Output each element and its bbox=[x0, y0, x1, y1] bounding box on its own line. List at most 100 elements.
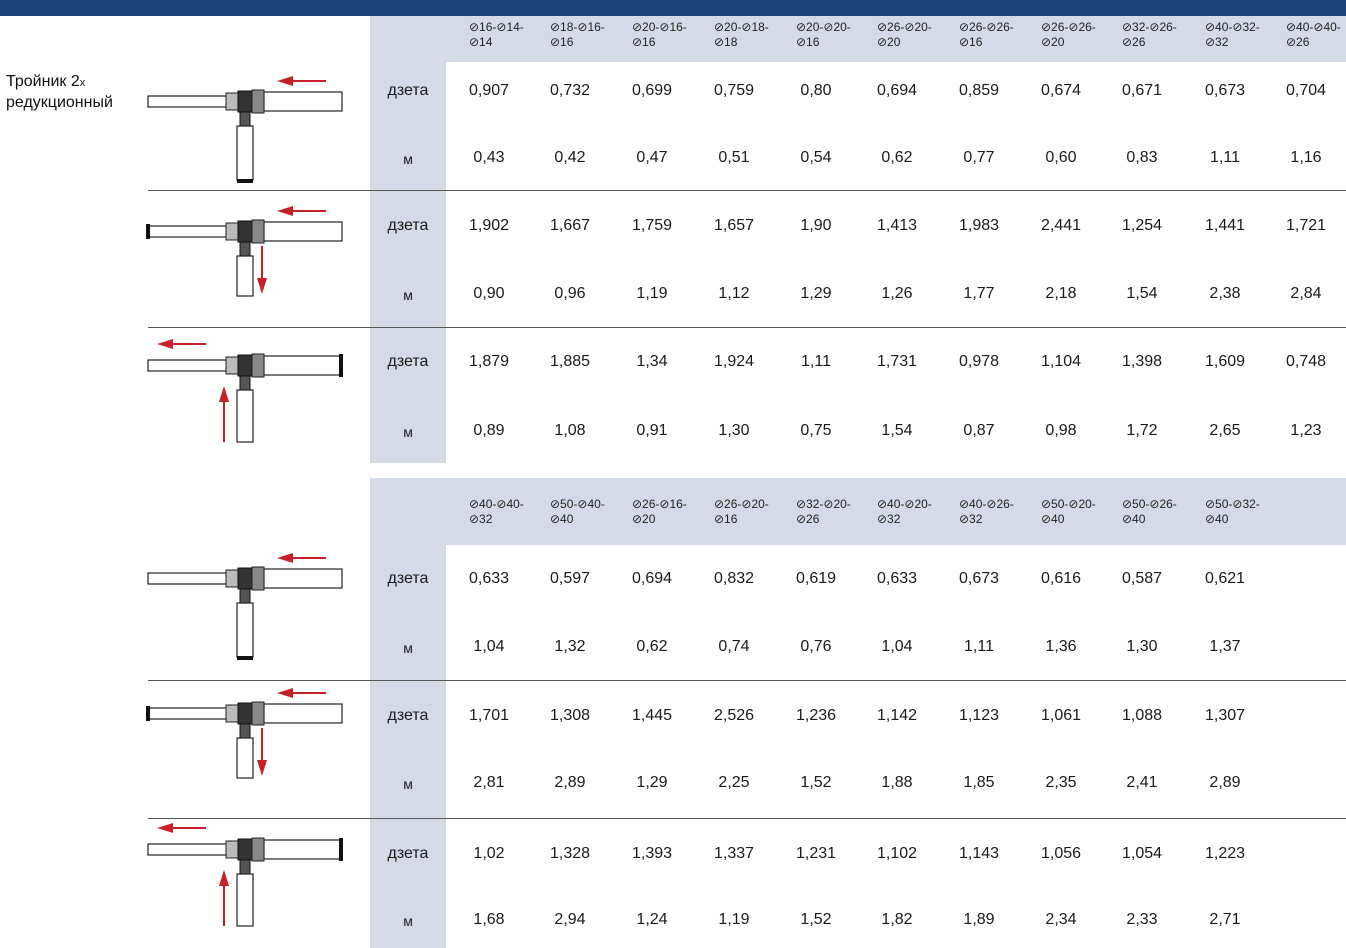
zeta-value: 1,924 bbox=[713, 353, 755, 370]
column-header: ⊘50-⊘40- ⊘40 bbox=[550, 497, 605, 526]
m-value: 1,11 bbox=[964, 638, 994, 655]
zeta-value: 0,694 bbox=[631, 570, 673, 587]
zeta-value: 1,223 bbox=[1204, 845, 1246, 862]
zeta-value: 1,667 bbox=[549, 217, 591, 234]
zeta-value: 1,102 bbox=[876, 845, 918, 862]
m-value: 0,83 bbox=[1126, 149, 1158, 166]
m-value: 0,87 bbox=[963, 422, 995, 439]
m-value: 1,23 bbox=[1290, 422, 1322, 439]
m-value: 2,41 bbox=[1126, 774, 1158, 791]
m-value: 1,85 bbox=[963, 774, 995, 791]
zeta-value: 0,616 bbox=[1040, 570, 1082, 587]
column-header: ⊘18-⊘16- ⊘16 bbox=[550, 20, 605, 49]
m-value: 1,11 bbox=[1210, 149, 1240, 166]
column-header: ⊘26-⊘20- ⊘16 bbox=[714, 497, 769, 526]
m-label: м bbox=[403, 913, 413, 929]
column-header: ⊘40-⊘40- ⊘26 bbox=[1286, 20, 1341, 49]
zeta-value: 1,902 bbox=[468, 217, 510, 234]
top-header-bar bbox=[0, 0, 1346, 16]
m-label: м bbox=[403, 776, 413, 792]
m-value: 1,04 bbox=[473, 638, 505, 655]
column-header: ⊘40-⊘32- ⊘32 bbox=[1205, 20, 1260, 49]
column-header: ⊘40-⊘40- ⊘32 bbox=[469, 497, 524, 526]
zeta-value: 0,673 bbox=[958, 570, 1000, 587]
zeta-value: 1,307 bbox=[1204, 707, 1246, 724]
m-value: 2,34 bbox=[1045, 911, 1077, 928]
m-value: 0,98 bbox=[1045, 422, 1077, 439]
m-value: 0,76 bbox=[800, 638, 832, 655]
row-divider bbox=[148, 190, 1346, 191]
column-header: ⊘20-⊘16- ⊘16 bbox=[632, 20, 687, 49]
m-value: 1,52 bbox=[800, 911, 832, 928]
m-value: 0,43 bbox=[473, 149, 505, 166]
m-value: 1,26 bbox=[881, 285, 913, 302]
m-value: 1,29 bbox=[636, 774, 668, 791]
m-value: 1,72 bbox=[1126, 422, 1158, 439]
zeta-value: 0,80 bbox=[800, 82, 832, 99]
m-value: 1,88 bbox=[881, 774, 913, 791]
zeta-value: 1,731 bbox=[876, 353, 918, 370]
zeta-value: 0,759 bbox=[713, 82, 755, 99]
zeta-label: дзета bbox=[387, 707, 429, 724]
m-value: 0,62 bbox=[636, 638, 668, 655]
zeta-value: 1,11 bbox=[801, 353, 831, 370]
zeta-value: 1,398 bbox=[1121, 353, 1163, 370]
zeta-value: 0,633 bbox=[468, 570, 510, 587]
fitting-title-suffix: x bbox=[79, 77, 86, 89]
m-value: 2,89 bbox=[1209, 774, 1241, 791]
fitting-title-line2: редукционный bbox=[6, 94, 113, 111]
zeta-value: 0,859 bbox=[958, 82, 1000, 99]
zeta-value: 0,619 bbox=[795, 570, 837, 587]
zeta-value: 0,633 bbox=[876, 570, 918, 587]
zeta-value: 0,832 bbox=[713, 570, 755, 587]
m-value: 0,74 bbox=[718, 638, 750, 655]
m-value: 0,91 bbox=[636, 422, 668, 439]
zeta-value: 1,609 bbox=[1204, 353, 1246, 370]
column-header: ⊘50-⊘20- ⊘40 bbox=[1041, 497, 1096, 526]
m-value: 0,54 bbox=[800, 149, 832, 166]
zeta-label: дзета bbox=[387, 353, 429, 370]
zeta-value: 1,983 bbox=[958, 217, 1000, 234]
m-value: 0,77 bbox=[963, 149, 995, 166]
m-value: 1,36 bbox=[1045, 638, 1077, 655]
m-value: 1,68 bbox=[473, 911, 505, 928]
m-value: 1,19 bbox=[718, 911, 750, 928]
m-label: м bbox=[403, 424, 413, 440]
zeta-value: 0,587 bbox=[1121, 570, 1163, 587]
zeta-label: дзета bbox=[387, 217, 429, 234]
zeta-value: 1,104 bbox=[1040, 353, 1082, 370]
m-value: 2,25 bbox=[718, 774, 750, 791]
m-value: 1,82 bbox=[881, 911, 913, 928]
m-value: 1,16 bbox=[1290, 149, 1322, 166]
column-header: ⊘26-⊘20- ⊘20 bbox=[877, 20, 932, 49]
column-header: ⊘20-⊘18- ⊘18 bbox=[714, 20, 769, 49]
zeta-value: 1,393 bbox=[631, 845, 673, 862]
zeta-value: 1,328 bbox=[549, 845, 591, 862]
zeta-value: 1,088 bbox=[1121, 707, 1163, 724]
zeta-value: 1,441 bbox=[1204, 217, 1246, 234]
zeta-value: 1,879 bbox=[468, 353, 510, 370]
m-value: 0,62 bbox=[881, 149, 913, 166]
m-value: 1,52 bbox=[800, 774, 832, 791]
m-value: 0,60 bbox=[1045, 149, 1077, 166]
m-value: 2,33 bbox=[1126, 911, 1158, 928]
zeta-value: 1,445 bbox=[631, 707, 673, 724]
zeta-label: дзета bbox=[387, 82, 429, 99]
zeta-value: 0,597 bbox=[549, 570, 591, 587]
m-value: 1,54 bbox=[1126, 285, 1158, 302]
column-header: ⊘16-⊘14- ⊘14 bbox=[469, 20, 524, 49]
tee-merge-flow-icon bbox=[146, 814, 346, 939]
label-column-band-1 bbox=[370, 62, 446, 463]
zeta-value: 1,236 bbox=[795, 707, 837, 724]
m-value: 1,12 bbox=[718, 285, 750, 302]
zeta-value: 1,413 bbox=[876, 217, 918, 234]
zeta-label: дзета bbox=[387, 845, 429, 862]
column-header: ⊘32-⊘26- ⊘26 bbox=[1122, 20, 1177, 49]
zeta-value: 2,526 bbox=[713, 707, 755, 724]
column-header: ⊘26-⊘16- ⊘20 bbox=[632, 497, 687, 526]
zeta-value: 1,308 bbox=[549, 707, 591, 724]
m-value: 2,71 bbox=[1209, 911, 1241, 928]
zeta-value: 1,701 bbox=[468, 707, 510, 724]
zeta-value: 0,732 bbox=[549, 82, 591, 99]
m-value: 2,81 bbox=[473, 774, 505, 791]
